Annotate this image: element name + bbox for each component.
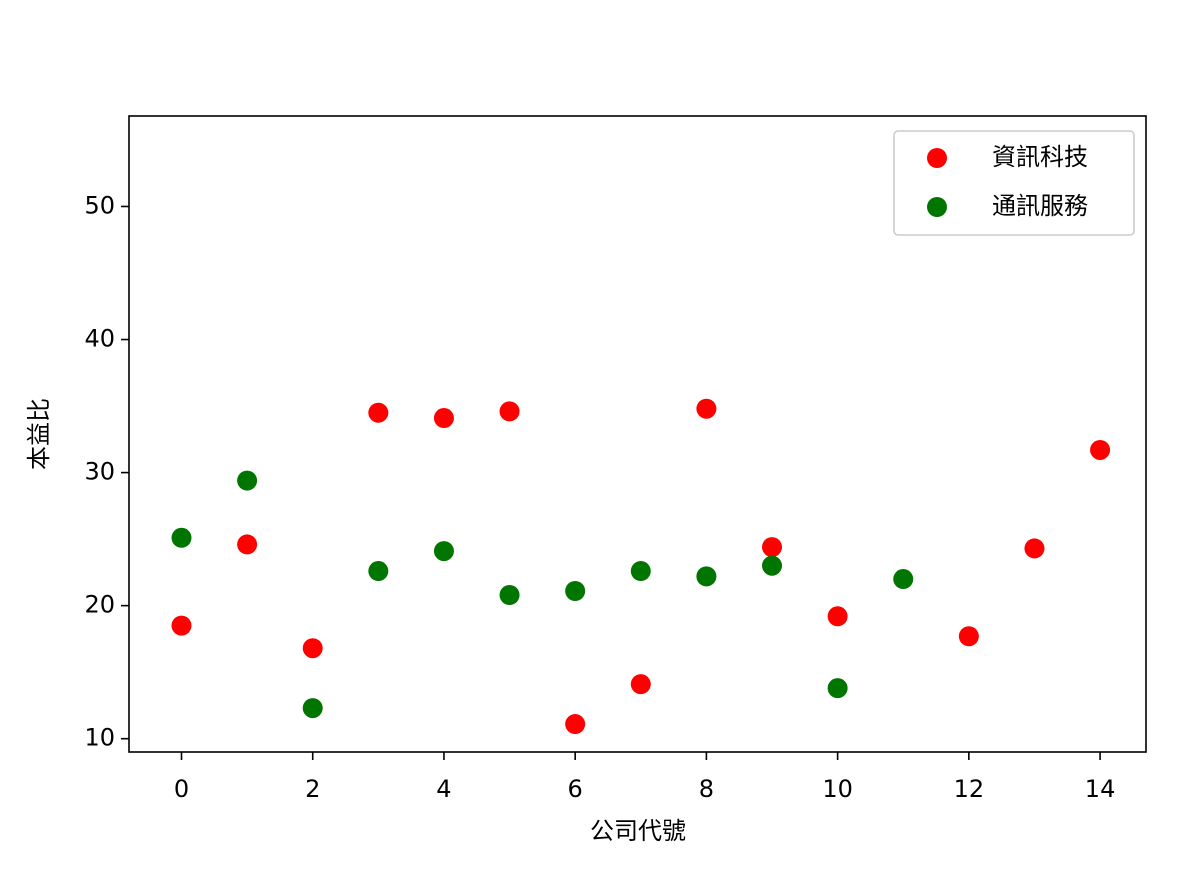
- legend-marker: [927, 197, 947, 217]
- data-point: [1090, 439, 1111, 460]
- x-tick-label: 14: [1085, 775, 1116, 803]
- data-point: [499, 401, 520, 422]
- data-point: [433, 408, 454, 429]
- data-point: [762, 555, 783, 576]
- y-tick-label: 20: [84, 591, 115, 619]
- y-tick-label: 40: [84, 325, 115, 353]
- x-axis-label: 公司代號: [590, 817, 686, 845]
- data-point: [368, 561, 389, 582]
- plot-frame: [128, 115, 1147, 753]
- data-point: [696, 398, 717, 419]
- data-point: [630, 561, 651, 582]
- x-tick-label: 8: [699, 775, 714, 803]
- y-axis-label: 本益比: [25, 398, 53, 470]
- data-point: [630, 674, 651, 695]
- x-tick-label: 10: [822, 775, 853, 803]
- data-point: [762, 537, 783, 558]
- data-point: [171, 527, 192, 548]
- data-point: [368, 402, 389, 423]
- x-tick-label: 0: [174, 775, 189, 803]
- y-tick-label: 50: [84, 191, 115, 219]
- data-point: [433, 541, 454, 562]
- y-tick-label: 10: [84, 724, 115, 752]
- x-tick-label: 4: [436, 775, 451, 803]
- data-point: [827, 678, 848, 699]
- data-point: [171, 615, 192, 636]
- data-point: [499, 584, 520, 605]
- data-point: [565, 581, 586, 602]
- data-point: [827, 606, 848, 627]
- x-tick-label: 12: [954, 775, 985, 803]
- y-tick-label: 30: [84, 458, 115, 486]
- data-point: [565, 714, 586, 735]
- data-point: [696, 566, 717, 587]
- legend-label: 通訊服務: [992, 192, 1088, 220]
- x-tick-label: 6: [568, 775, 583, 803]
- legend-label: 資訊科技: [992, 143, 1088, 171]
- data-point: [302, 638, 323, 659]
- data-point: [237, 470, 258, 491]
- data-point: [237, 534, 258, 555]
- data-point: [302, 698, 323, 719]
- legend-marker: [927, 148, 947, 168]
- data-point: [893, 569, 914, 590]
- legend-box: [893, 130, 1135, 236]
- data-point: [1024, 538, 1045, 559]
- x-tick-label: 2: [305, 775, 320, 803]
- data-point: [958, 626, 979, 647]
